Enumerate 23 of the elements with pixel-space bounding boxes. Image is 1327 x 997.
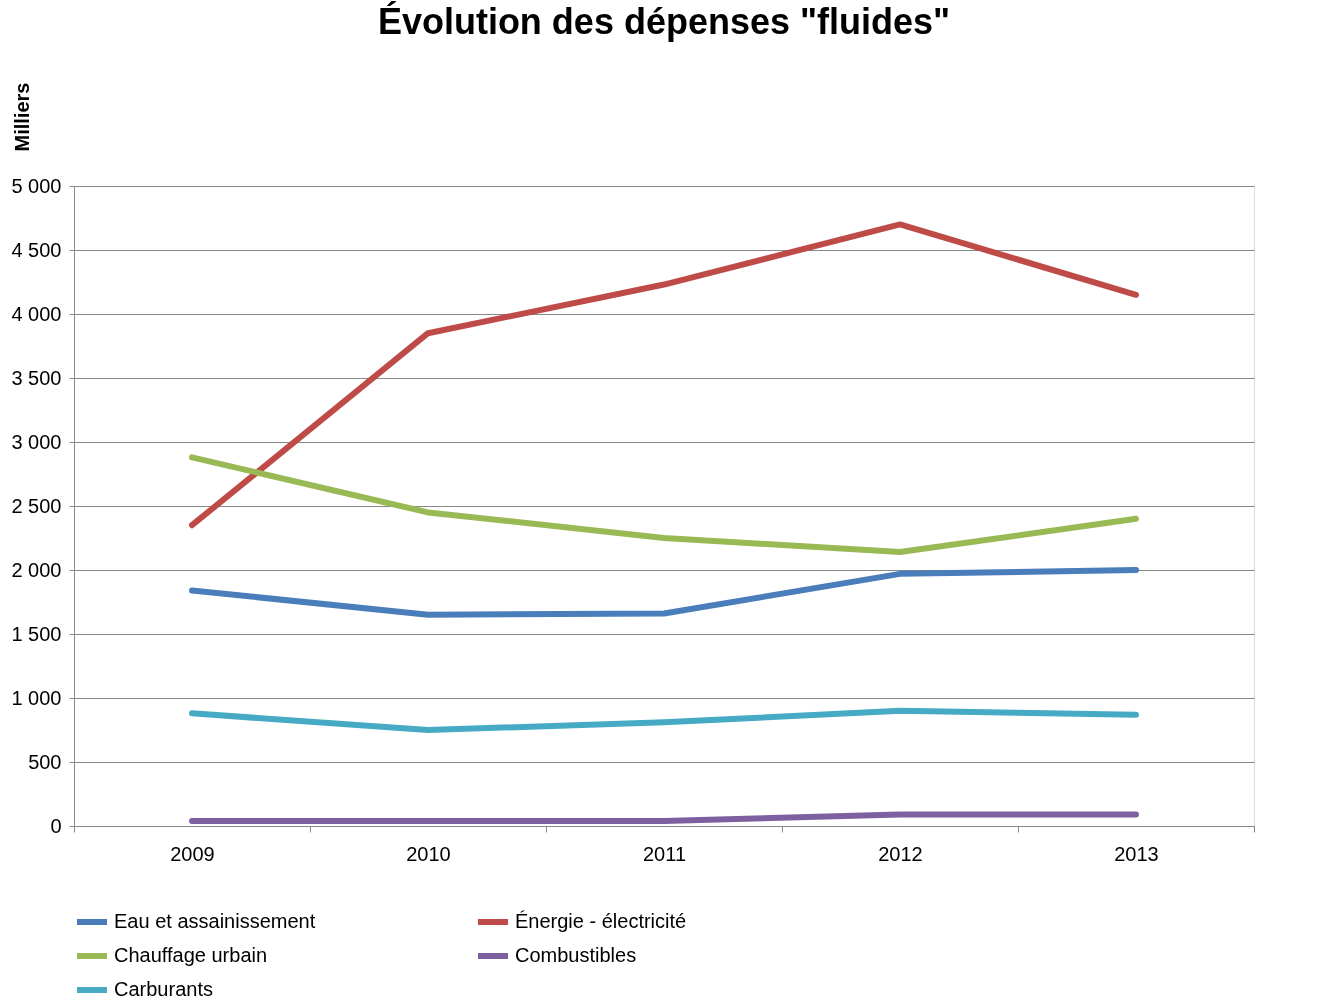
x-tick-label: 2009 xyxy=(170,842,215,865)
legend-label: Chauffage urbain xyxy=(114,944,268,966)
y-tick-label: 1 500 xyxy=(11,622,62,645)
y-tick-label: 1 000 xyxy=(11,686,62,709)
y-tick-label: 2 000 xyxy=(11,558,62,581)
legend-label: Carburants xyxy=(114,978,213,997)
y-tick-label: 2 500 xyxy=(11,494,62,517)
y-tick-label: 4 500 xyxy=(11,238,62,261)
y-tick-label: 3 500 xyxy=(11,366,62,389)
legend-label: Énergie - électricité xyxy=(515,910,687,932)
x-tick-label: 2013 xyxy=(1114,842,1159,865)
legend-label: Combustibles xyxy=(515,944,637,966)
y-tick-label: 3 000 xyxy=(11,430,62,453)
legend-label: Eau et assainissement xyxy=(114,910,316,932)
x-tick-label: 2011 xyxy=(642,842,687,865)
y-tick-label: 5 000 xyxy=(11,174,62,197)
chart-title: Évolution des dépenses "fluides" xyxy=(377,1,951,43)
y-tick-label: 500 xyxy=(28,750,62,773)
y-axis-title: Milliers xyxy=(10,82,33,152)
x-tick-label: 2010 xyxy=(406,842,451,865)
y-tick-label: 0 xyxy=(50,814,62,837)
y-tick-label: 4 000 xyxy=(11,302,62,325)
x-tick-label: 2012 xyxy=(878,842,923,865)
